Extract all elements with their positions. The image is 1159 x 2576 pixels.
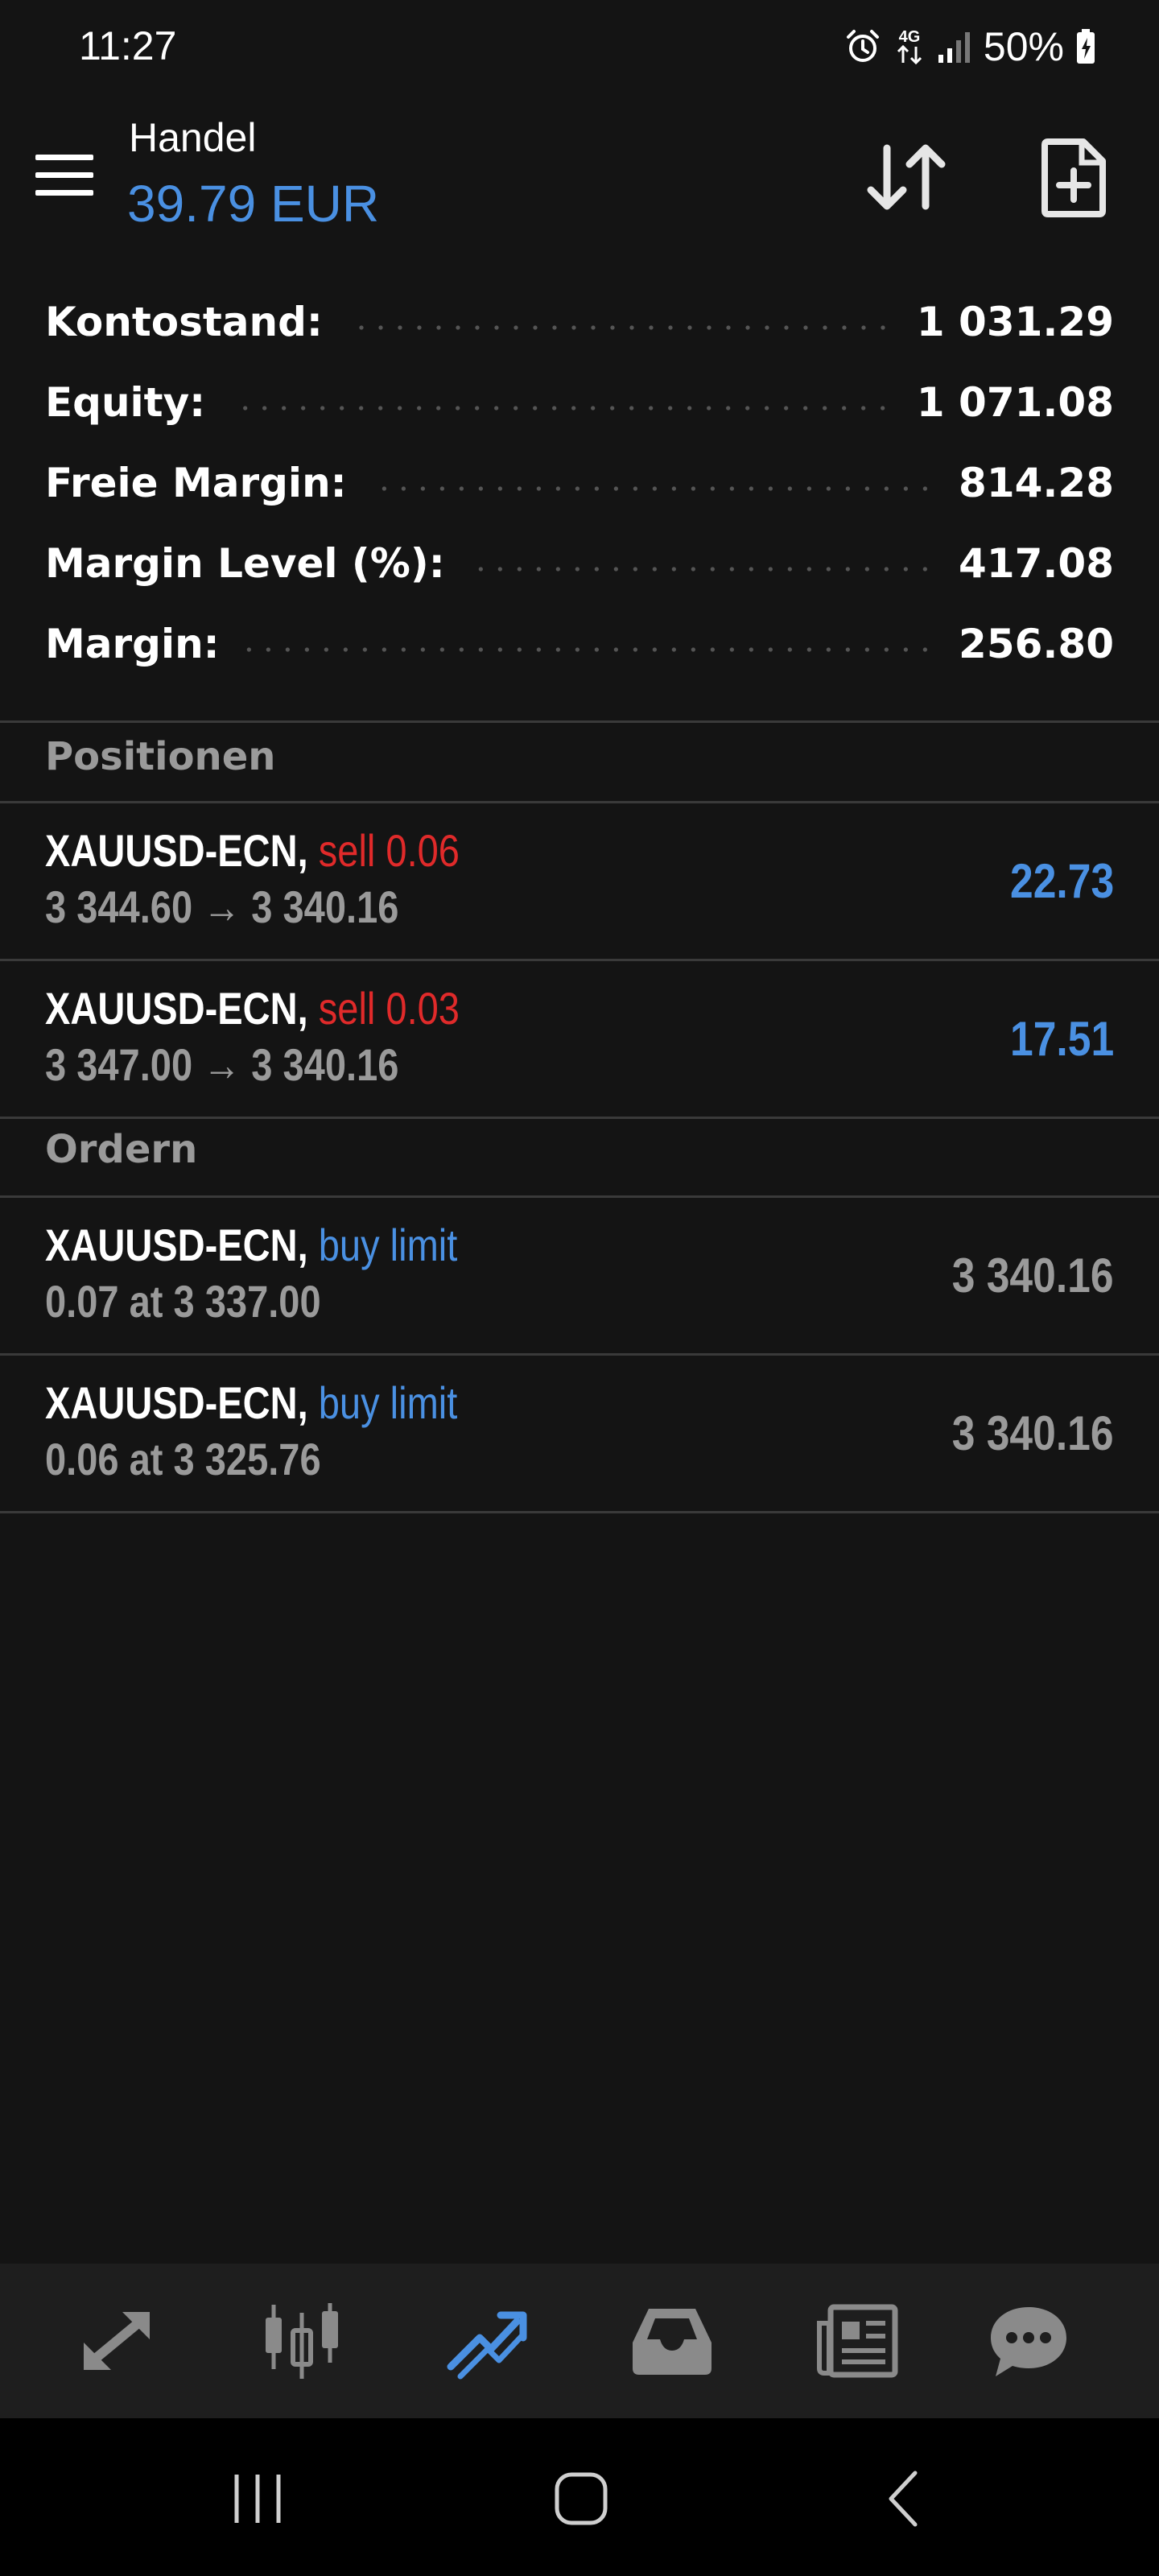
order-title: XAUUSD-ECN, buy limit xyxy=(45,1377,457,1429)
tab-quotes[interactable] xyxy=(24,2264,209,2418)
divider xyxy=(0,720,1159,723)
menu-icon-bar xyxy=(35,190,93,196)
summary-value: 1 071.08 xyxy=(916,379,1114,426)
summary-row-equity: Equity: 1 071.08 xyxy=(45,370,1114,435)
position-symbol: XAUUSD-ECN, xyxy=(45,825,308,876)
dot-leader xyxy=(370,486,935,491)
tab-chat[interactable] xyxy=(936,2264,1121,2418)
back-button[interactable] xyxy=(857,2458,954,2539)
dot-leader xyxy=(229,406,893,411)
divider xyxy=(0,1117,1159,1119)
summary-label: Kontostand: xyxy=(45,299,323,345)
status-time: 11:27 xyxy=(79,23,177,68)
profit-total: 39.79 EUR xyxy=(127,175,380,233)
new-document-icon xyxy=(1041,138,1106,217)
home-button[interactable] xyxy=(533,2458,629,2539)
chat-icon xyxy=(991,2307,1066,2376)
summary-value: 256.80 xyxy=(959,621,1114,667)
order-type: buy limit xyxy=(318,1220,458,1270)
summary-row-margin-level: Margin Level (%): 417.08 xyxy=(45,531,1114,596)
history-inbox-icon xyxy=(633,2309,711,2375)
menu-button[interactable] xyxy=(32,151,97,200)
summary-row-balance: Kontostand: 1 031.29 xyxy=(45,290,1114,354)
alarm-icon xyxy=(846,30,879,62)
divider xyxy=(0,1353,1159,1356)
dot-leader xyxy=(346,325,893,330)
position-profit: 22.73 xyxy=(1009,854,1114,908)
summary-row-margin: Margin: 256.80 xyxy=(45,612,1114,676)
network-4g-icon: 4G xyxy=(897,28,922,65)
app-header: Handel 39.79 EUR xyxy=(0,105,1159,242)
summary-label: Equity: xyxy=(45,379,206,426)
order-symbol: XAUUSD-ECN, xyxy=(45,1377,308,1428)
order-row[interactable]: XAUUSD-ECN, buy limit 0.07 at 3 337.00 3… xyxy=(0,1198,1159,1352)
bottom-tab-bar xyxy=(0,2264,1159,2418)
svg-text:4G: 4G xyxy=(899,28,921,46)
order-detail: 0.07 at 3 337.00 xyxy=(45,1276,321,1327)
order-row[interactable]: XAUUSD-ECN, buy limit 0.06 at 3 325.76 3… xyxy=(0,1356,1159,1510)
summary-label: Margin Level (%): xyxy=(45,540,445,587)
position-title: XAUUSD-ECN, sell 0.06 xyxy=(45,824,460,877)
menu-icon-bar xyxy=(35,155,93,160)
tab-history[interactable] xyxy=(580,2264,765,2418)
battery-percent: 50% xyxy=(983,24,1064,69)
tab-chart[interactable] xyxy=(209,2264,394,2418)
divider xyxy=(0,801,1159,803)
page-title: Handel xyxy=(129,115,257,160)
divider xyxy=(0,1195,1159,1198)
news-icon xyxy=(817,2304,898,2378)
positions-header: Positionen xyxy=(45,734,276,779)
position-type: sell 0.06 xyxy=(318,825,460,876)
dot-leader xyxy=(243,647,935,652)
position-profit: 17.51 xyxy=(1009,1012,1114,1066)
order-symbol: XAUUSD-ECN, xyxy=(45,1220,308,1270)
summary-value: 417.08 xyxy=(959,540,1114,587)
order-detail: 0.06 at 3 325.76 xyxy=(45,1434,321,1484)
new-order-button[interactable] xyxy=(1030,135,1119,220)
order-title: XAUUSD-ECN, buy limit xyxy=(45,1219,457,1271)
position-prices: 3 344.60 → 3 340.16 xyxy=(45,881,399,932)
summary-value: 814.28 xyxy=(959,460,1114,506)
position-title: XAUUSD-ECN, sell 0.03 xyxy=(45,982,460,1034)
menu-icon-bar xyxy=(35,172,93,178)
tab-news[interactable] xyxy=(765,2264,950,2418)
tab-trade[interactable] xyxy=(394,2264,580,2418)
recent-apps-button[interactable] xyxy=(209,2458,306,2539)
chart-candles-icon xyxy=(266,2303,338,2379)
trade-icon xyxy=(447,2311,527,2380)
status-icons: 4G 50% xyxy=(843,23,1096,71)
order-type: buy limit xyxy=(318,1377,458,1428)
recent-apps-icon xyxy=(234,2475,281,2523)
order-current-price: 3 340.16 xyxy=(952,1249,1114,1302)
order-current-price: 3 340.16 xyxy=(952,1406,1114,1460)
position-row[interactable]: XAUUSD-ECN, sell 0.06 3 344.60 → 3 340.1… xyxy=(0,803,1159,958)
quotes-arrows-icon xyxy=(84,2312,150,2370)
summary-value: 1 031.29 xyxy=(916,299,1114,345)
divider xyxy=(0,959,1159,961)
position-prices: 3 347.00 → 3 340.16 xyxy=(45,1039,399,1090)
back-icon xyxy=(889,2471,918,2527)
orders-header: Ordern xyxy=(45,1127,198,1172)
sort-arrows-icon xyxy=(867,144,946,210)
summary-label: Freie Margin: xyxy=(45,460,347,506)
battery-charging-icon xyxy=(1077,29,1095,64)
signal-icon xyxy=(938,32,970,63)
divider xyxy=(0,1511,1159,1513)
status-bar: 11:27 4G 50% xyxy=(0,0,1159,105)
position-type: sell 0.03 xyxy=(318,983,460,1034)
summary-row-free-margin: Freie Margin: 814.28 xyxy=(45,451,1114,515)
summary-label: Margin: xyxy=(45,621,220,667)
system-nav-bar xyxy=(0,2418,1159,2576)
sort-button[interactable] xyxy=(861,137,954,217)
position-symbol: XAUUSD-ECN, xyxy=(45,983,308,1034)
dot-leader xyxy=(468,567,935,572)
position-row[interactable]: XAUUSD-ECN, sell 0.03 3 347.00 → 3 340.1… xyxy=(0,961,1159,1116)
home-icon xyxy=(555,2472,608,2525)
